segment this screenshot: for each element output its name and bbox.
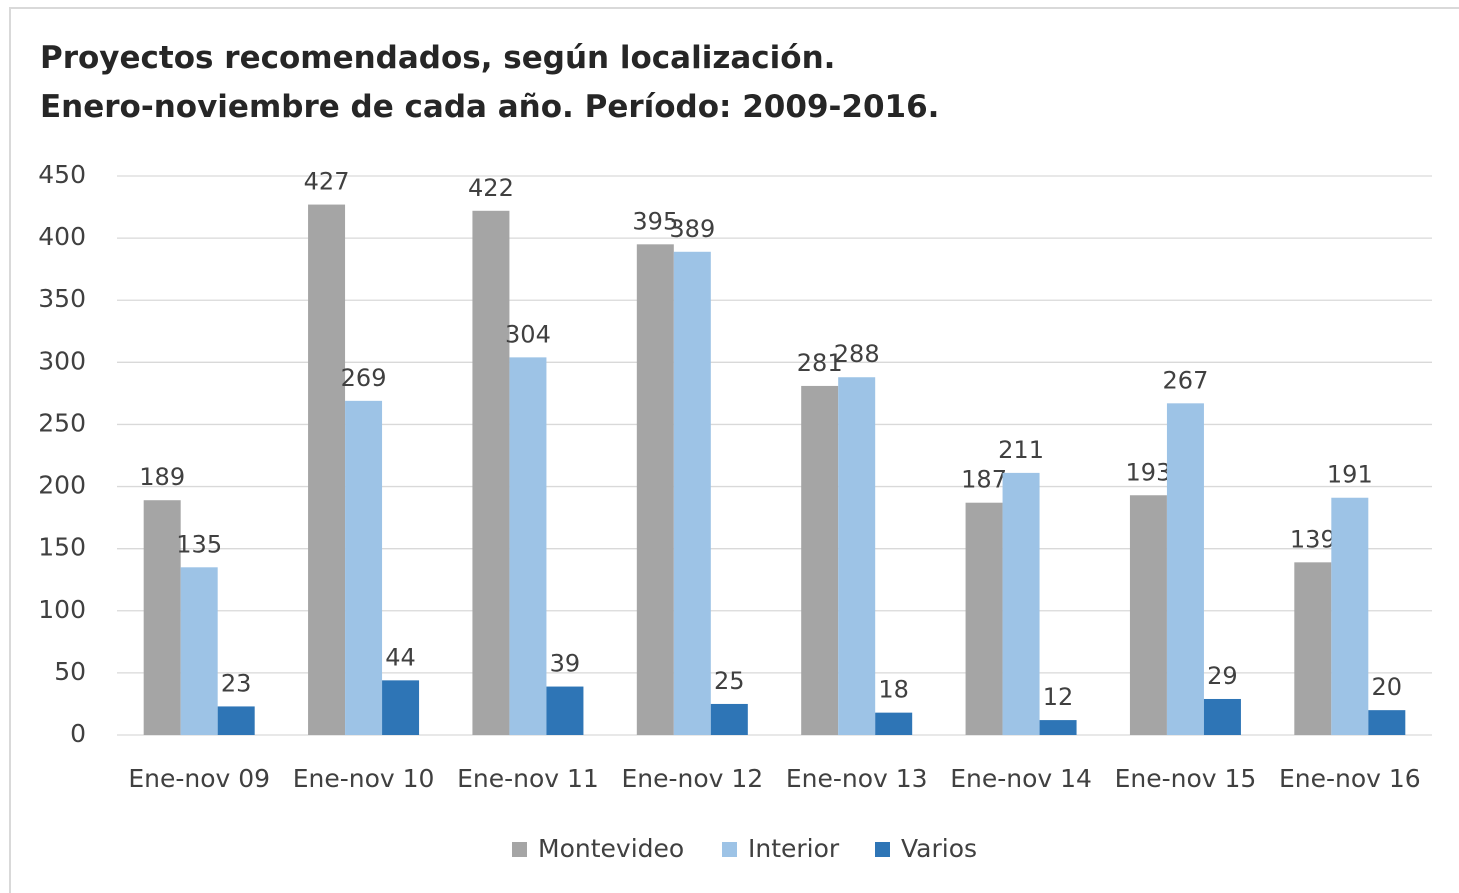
chart-frame <box>9 7 1459 893</box>
data-label: 135 <box>176 530 222 558</box>
bar <box>1002 472 1040 735</box>
data-label: 422 <box>468 174 514 202</box>
y-tick-label: 50 <box>54 657 86 686</box>
data-label: 20 <box>1372 673 1403 701</box>
y-tick-label: 0 <box>70 719 86 748</box>
legend-swatch <box>875 842 890 857</box>
bar <box>801 385 839 735</box>
data-label: 288 <box>834 340 880 368</box>
x-tick-label: Ene-nov 12 <box>621 764 763 793</box>
bar <box>1203 698 1241 735</box>
legend-label: Interior <box>748 834 840 863</box>
x-tick-label: Ene-nov 10 <box>293 764 435 793</box>
bar <box>217 706 255 735</box>
x-tick-label: Ene-nov 16 <box>1279 764 1421 793</box>
y-tick-label: 200 <box>38 471 86 500</box>
data-label: 18 <box>878 676 909 704</box>
bar <box>143 500 181 735</box>
y-tick-label: 150 <box>38 533 86 562</box>
data-label: 211 <box>998 436 1044 464</box>
data-label: 193 <box>1126 458 1172 486</box>
bar <box>965 502 1003 735</box>
chart-title: Proyectos recomendados, según localizaci… <box>40 40 835 76</box>
chart-subtitle: Enero-noviembre de cada año. Período: 20… <box>40 89 939 125</box>
x-tick-label: Ene-nov 11 <box>457 764 599 793</box>
bar <box>875 712 913 735</box>
bar <box>673 251 711 735</box>
bar <box>1166 403 1204 735</box>
data-label: 395 <box>632 207 678 235</box>
bar <box>382 680 420 735</box>
bar <box>308 204 346 735</box>
bar <box>1129 495 1167 735</box>
data-label: 139 <box>1290 525 1336 553</box>
data-label: 25 <box>714 667 745 695</box>
y-tick-label: 100 <box>38 595 86 624</box>
data-label: 389 <box>669 215 715 243</box>
legend-label: Varios <box>901 834 977 863</box>
y-tick-label: 350 <box>38 284 86 313</box>
data-label: 427 <box>304 168 350 196</box>
data-label: 267 <box>1163 366 1209 394</box>
legend-label: Montevideo <box>538 834 684 863</box>
bar <box>509 357 547 735</box>
x-tick-label: Ene-nov 14 <box>950 764 1092 793</box>
legend-swatch <box>722 842 737 857</box>
bar <box>710 703 748 735</box>
data-label: 44 <box>385 643 416 671</box>
y-tick-label: 300 <box>38 346 86 375</box>
data-label: 29 <box>1207 662 1238 690</box>
data-label: 281 <box>797 349 843 377</box>
data-label: 23 <box>221 669 252 697</box>
bar <box>838 377 876 735</box>
y-tick-label: 450 <box>38 160 86 189</box>
data-label: 191 <box>1327 461 1373 489</box>
data-label: 269 <box>341 364 387 392</box>
bar <box>472 210 510 735</box>
x-tick-label: Ene-nov 13 <box>786 764 928 793</box>
data-label: 12 <box>1043 683 1074 711</box>
data-label: 39 <box>550 650 581 678</box>
bar <box>546 686 584 735</box>
y-tick-label: 250 <box>38 408 86 437</box>
y-tick-label: 400 <box>38 222 86 251</box>
legend-swatch <box>512 842 527 857</box>
bar <box>1368 710 1406 735</box>
bar <box>345 400 383 735</box>
x-tick-label: Ene-nov 15 <box>1115 764 1257 793</box>
bar <box>1294 562 1332 735</box>
x-tick-label: Ene-nov 09 <box>128 764 270 793</box>
data-label: 187 <box>961 466 1007 494</box>
bar <box>1039 720 1077 735</box>
bar <box>180 567 218 735</box>
bar <box>636 244 674 736</box>
data-label: 189 <box>139 463 185 491</box>
bar <box>1331 497 1369 735</box>
data-label: 304 <box>505 320 551 348</box>
